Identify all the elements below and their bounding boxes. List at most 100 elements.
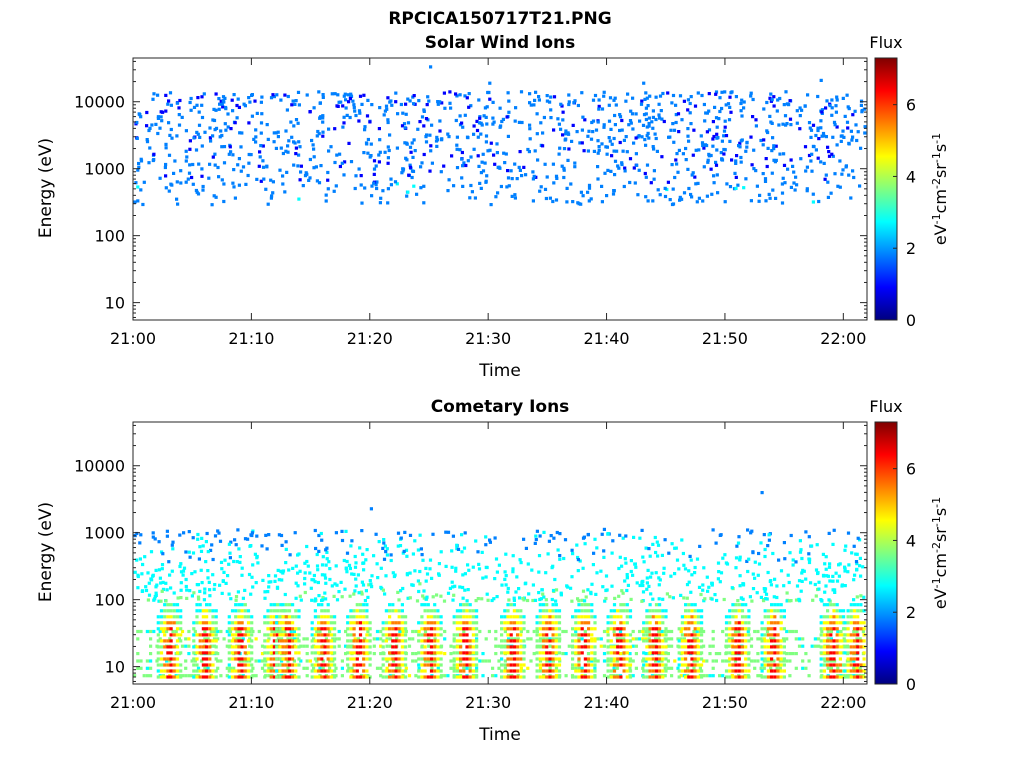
heatmap-cell xyxy=(320,621,324,625)
heatmap-cell xyxy=(260,666,265,670)
heatmap-cell xyxy=(851,169,855,173)
heatmap-cell xyxy=(141,589,145,593)
heatmap-cell xyxy=(674,158,678,162)
heatmap-cell xyxy=(503,570,507,574)
heatmap-cell xyxy=(776,633,780,637)
heatmap-cell xyxy=(491,674,495,678)
heatmap-cell xyxy=(763,633,767,637)
heatmap-cell xyxy=(172,669,176,673)
heatmap-cell xyxy=(238,659,242,663)
heatmap-cell xyxy=(267,533,271,537)
heatmap-cell xyxy=(368,633,372,637)
heatmap-cell xyxy=(712,174,716,178)
heatmap-cell xyxy=(238,637,242,641)
heatmap-cell xyxy=(281,675,285,679)
heatmap-cell xyxy=(734,609,738,613)
heatmap-cell xyxy=(286,666,290,670)
heatmap-cell xyxy=(415,192,419,196)
heatmap-cell xyxy=(223,558,227,562)
heatmap-cell xyxy=(240,615,244,619)
heatmap-cell xyxy=(485,174,489,178)
heatmap-cell xyxy=(720,90,724,94)
heatmap-cell xyxy=(260,652,265,656)
heatmap-cell xyxy=(515,177,519,181)
heatmap-cell xyxy=(279,146,283,150)
heatmap-cell xyxy=(309,586,313,590)
heatmap-cell xyxy=(729,110,733,114)
heatmap-cell xyxy=(823,659,827,663)
heatmap-cell xyxy=(170,136,174,140)
heatmap-cell xyxy=(439,669,443,673)
heatmap-cell xyxy=(700,639,704,643)
heatmap-cell xyxy=(687,139,691,143)
heatmap-cell xyxy=(175,101,179,105)
heatmap-cell xyxy=(469,183,473,188)
heatmap-cell xyxy=(753,576,757,580)
heatmap-cell xyxy=(834,571,838,575)
heatmap-cell xyxy=(825,574,829,578)
heatmap-cell xyxy=(714,116,719,120)
colorbar-title: Flux xyxy=(869,33,902,52)
heatmap-cell xyxy=(687,627,691,631)
heatmap-cell xyxy=(190,659,194,663)
heatmap-cell xyxy=(291,603,295,607)
heatmap-cell xyxy=(411,552,415,556)
heatmap-cell xyxy=(264,533,268,537)
heatmap-cell xyxy=(838,639,842,643)
heatmap-cell xyxy=(635,581,639,585)
heatmap-cell xyxy=(355,663,359,667)
heatmap-cell xyxy=(294,118,299,122)
heatmap-cell xyxy=(156,627,160,631)
heatmap-cell xyxy=(654,571,658,575)
heatmap-cell xyxy=(581,536,586,540)
heatmap-cell xyxy=(693,663,697,667)
heatmap-cell xyxy=(644,652,648,656)
colorbar-units: eV-1cm-2sr-1s-1 xyxy=(930,133,951,245)
heatmap-cell xyxy=(581,566,585,570)
heatmap-cell xyxy=(620,118,624,123)
heatmap-cell xyxy=(200,659,204,663)
heatmap-cell xyxy=(291,663,295,667)
heatmap-cell xyxy=(436,675,440,679)
heatmap-cell xyxy=(766,621,770,625)
heatmap-cell xyxy=(222,145,227,149)
heatmap-cell xyxy=(450,154,454,158)
heatmap-cell xyxy=(570,575,574,579)
heatmap-cell xyxy=(651,615,655,619)
heatmap-cell xyxy=(590,669,594,673)
heatmap-cell xyxy=(294,663,298,667)
heatmap-cell xyxy=(612,645,617,649)
heatmap-cell xyxy=(482,114,486,118)
heatmap-cell xyxy=(237,639,241,643)
heatmap-cell xyxy=(659,109,663,113)
heatmap-cell xyxy=(822,669,826,673)
heatmap-cell xyxy=(358,651,363,655)
heatmap-cell xyxy=(625,573,629,577)
heatmap-cell xyxy=(191,551,196,555)
heatmap-cell xyxy=(475,663,479,667)
heatmap-cell xyxy=(321,93,325,97)
heatmap-cell xyxy=(263,621,267,625)
heatmap-cell xyxy=(663,194,668,199)
heatmap-cell xyxy=(480,550,484,554)
heatmap-cell xyxy=(709,153,713,158)
heatmap-cell xyxy=(852,669,857,673)
heatmap-cell xyxy=(313,663,317,667)
heatmap-cell xyxy=(780,191,785,195)
heatmap-cell xyxy=(459,651,463,655)
heatmap-cell xyxy=(243,627,247,631)
heatmap-cell xyxy=(756,573,760,577)
heatmap-cell xyxy=(640,99,644,103)
heatmap-cell xyxy=(471,627,475,631)
heatmap-cell xyxy=(452,621,456,625)
heatmap-cell xyxy=(702,165,706,169)
heatmap-cell xyxy=(494,637,498,641)
heatmap-cell xyxy=(362,615,366,619)
heatmap-cell xyxy=(391,669,395,673)
heatmap-cell xyxy=(673,546,677,550)
heatmap-cell xyxy=(831,574,835,578)
heatmap-cell xyxy=(693,104,698,108)
heatmap-cell xyxy=(308,659,312,663)
heatmap-cell xyxy=(695,557,700,561)
heatmap-cell xyxy=(839,134,843,138)
